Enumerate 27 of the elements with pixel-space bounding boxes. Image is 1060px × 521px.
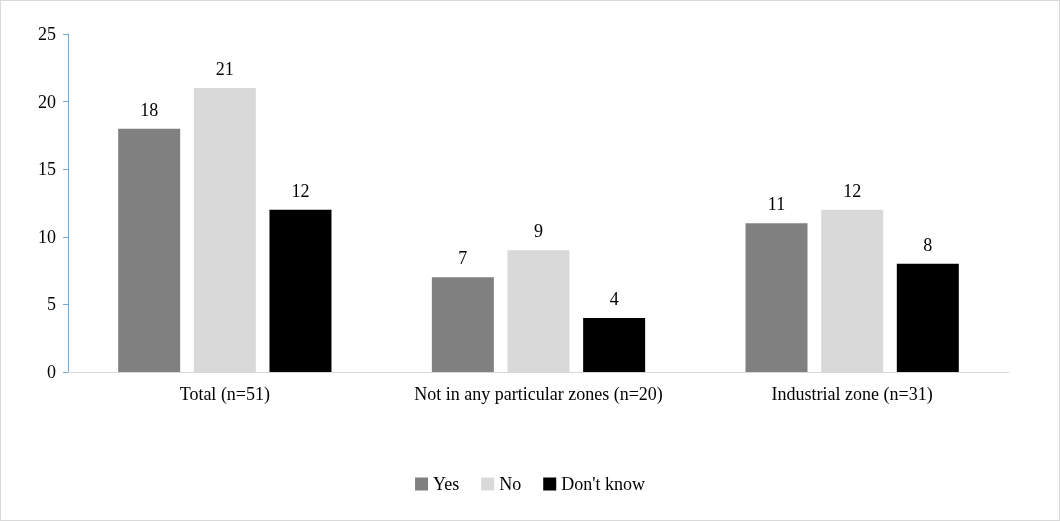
bar — [896, 263, 959, 372]
data-label: 9 — [534, 221, 543, 242]
y-tick-label: 10 — [38, 226, 56, 247]
x-tick-label: Not in any particular zones (n=20) — [414, 384, 663, 405]
data-label: 12 — [291, 180, 310, 201]
bar — [583, 317, 646, 372]
y-tick-label: 0 — [47, 362, 56, 382]
legend-label: Yes — [433, 474, 460, 494]
data-label: 11 — [767, 194, 786, 215]
data-label: 18 — [140, 99, 159, 120]
legend-label: No — [499, 474, 522, 494]
data-label: 4 — [609, 288, 619, 309]
y-tick-label: 20 — [38, 91, 56, 112]
x-tick-label: Total (n=51) — [179, 384, 271, 405]
y-tick-label: 15 — [38, 159, 56, 180]
bar — [431, 277, 494, 372]
bar — [269, 209, 332, 372]
x-tick-label: Industrial zone (n=31) — [771, 384, 933, 405]
bar — [118, 128, 181, 372]
data-label: 21 — [215, 59, 234, 80]
data-label: 8 — [923, 234, 933, 255]
y-tick-label: 25 — [38, 24, 56, 44]
bar — [745, 223, 808, 372]
data-label: 12 — [843, 180, 862, 201]
legend-label: Don't know — [561, 474, 645, 494]
y-tick-label: 5 — [47, 294, 56, 315]
data-label: 7 — [458, 248, 468, 269]
